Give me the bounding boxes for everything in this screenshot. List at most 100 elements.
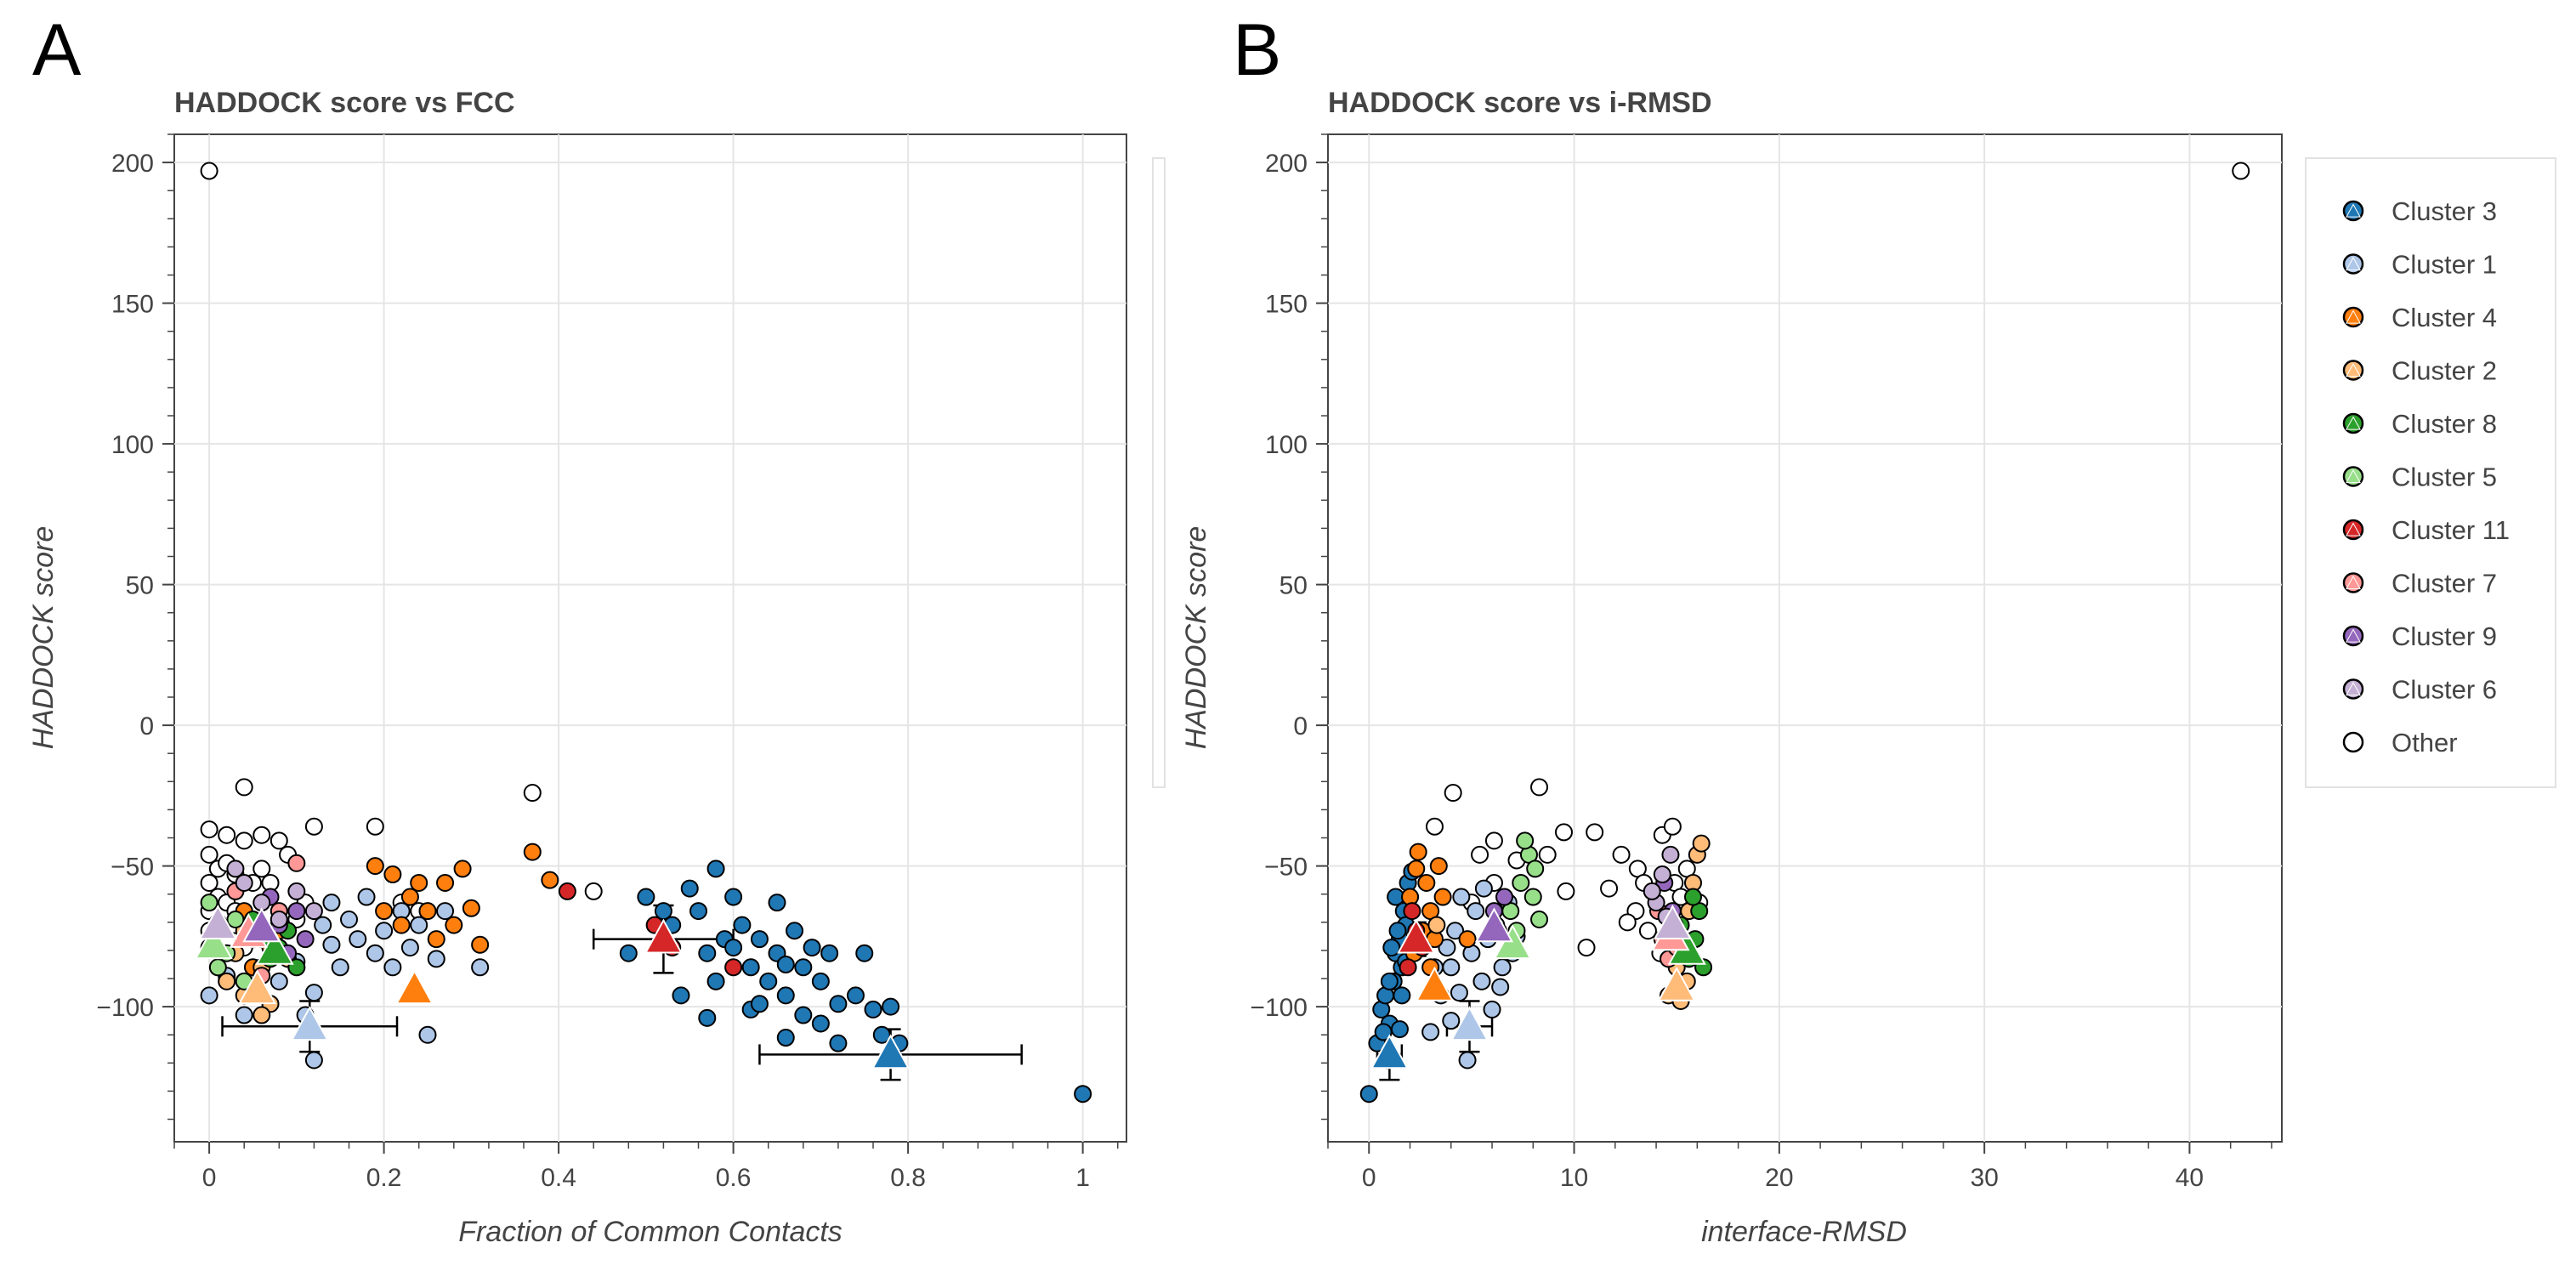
point-cluster-3 bbox=[1393, 986, 1411, 1005]
point-cluster-5 bbox=[1516, 831, 1535, 850]
point-cluster-7 bbox=[287, 854, 306, 872]
point-other bbox=[1612, 845, 1631, 864]
point-cluster-1 bbox=[340, 911, 359, 929]
point-cluster-3 bbox=[829, 995, 848, 1013]
centroid-cluster-11 bbox=[1397, 918, 1436, 954]
point-cluster-4 bbox=[1407, 860, 1426, 878]
centroid-cluster-5 bbox=[194, 924, 233, 960]
point-cluster-3 bbox=[1382, 939, 1401, 957]
legend-label: Cluster 4 bbox=[2392, 303, 2497, 332]
point-other bbox=[270, 831, 288, 850]
x-tick-label: 1 bbox=[1075, 1164, 1090, 1192]
legend-marker-triangle bbox=[2346, 468, 2361, 484]
y-tick-label: 0 bbox=[1293, 712, 1308, 740]
point-other bbox=[1484, 831, 1503, 850]
point-cluster-1 bbox=[471, 958, 490, 977]
point-cluster-3 bbox=[619, 944, 638, 962]
point-cluster-6 bbox=[226, 860, 245, 878]
point-cluster-1 bbox=[1442, 958, 1461, 977]
point-cluster-2 bbox=[1692, 834, 1711, 853]
legend-item-cluster-7: Cluster 7 bbox=[2342, 569, 2497, 599]
point-cluster-4 bbox=[427, 930, 445, 949]
point-cluster-3 bbox=[750, 995, 769, 1013]
point-cluster-1 bbox=[1491, 978, 1510, 996]
point-cluster-1 bbox=[418, 1025, 437, 1044]
point-cluster-3 bbox=[846, 986, 865, 1005]
point-cluster-3 bbox=[768, 894, 786, 912]
point-other bbox=[1557, 882, 1575, 900]
point-cluster-3 bbox=[776, 986, 795, 1005]
point-cluster-3 bbox=[855, 944, 874, 962]
legend-label: Cluster 11 bbox=[2392, 515, 2510, 545]
point-cluster-1 bbox=[1474, 879, 1493, 898]
x-tick-label: 40 bbox=[2176, 1164, 2204, 1192]
point-other bbox=[200, 162, 218, 180]
centroids-b bbox=[1370, 905, 1706, 1070]
point-cluster-1 bbox=[366, 944, 384, 962]
legend-label: Cluster 9 bbox=[2392, 621, 2497, 651]
centroid-cluster-3 bbox=[1370, 1034, 1409, 1070]
legend-marker-triangle bbox=[2346, 309, 2361, 324]
point-cluster-6 bbox=[1661, 845, 1680, 864]
point-other bbox=[235, 778, 253, 797]
x-tick-label: 0.8 bbox=[890, 1164, 926, 1192]
point-cluster-3 bbox=[776, 1029, 795, 1047]
point-other bbox=[1530, 778, 1549, 797]
legend-item-other: Other bbox=[2342, 728, 2458, 757]
point-cluster-3 bbox=[706, 972, 725, 990]
y-axis-label-b: HADDOCK score bbox=[1180, 526, 1212, 750]
legend-item-cluster-8: Cluster 8 bbox=[2342, 409, 2497, 439]
point-cluster-5 bbox=[200, 894, 218, 912]
point-cluster-3 bbox=[637, 888, 655, 906]
x-tick-label: 0.2 bbox=[366, 1164, 402, 1192]
panel-label-b: B bbox=[1233, 9, 1281, 91]
point-cluster-4 bbox=[1458, 930, 1477, 949]
panel-label-a: A bbox=[32, 9, 82, 91]
legend-item-cluster-11: Cluster 11 bbox=[2342, 515, 2510, 545]
point-cluster-3 bbox=[794, 1006, 813, 1024]
point-cluster-9 bbox=[1495, 888, 1514, 906]
y-tick-label: 200 bbox=[1265, 150, 1308, 178]
point-cluster-1 bbox=[427, 950, 445, 968]
panel-a: A HADDOCK score vs FCC 0 0.2 0.4 0.6 0.8 1 −1… bbox=[27, 9, 1166, 1248]
centroid-cluster-1 bbox=[290, 1006, 329, 1041]
y-axis-label-a: HADDOCK score bbox=[27, 526, 60, 750]
centroid-cluster-2 bbox=[238, 969, 277, 1005]
y-tick-label: 50 bbox=[126, 572, 154, 600]
point-cluster-1 bbox=[331, 958, 349, 977]
x-axis-label-b: interface-RMSD bbox=[1701, 1216, 1907, 1248]
point-cluster-1 bbox=[1493, 958, 1512, 977]
point-cluster-4 bbox=[1409, 843, 1427, 861]
point-cluster-1 bbox=[304, 1051, 323, 1070]
point-cluster-1 bbox=[1458, 1051, 1477, 1070]
point-cluster-3 bbox=[820, 944, 839, 962]
point-other bbox=[218, 826, 236, 844]
legend-label: Other bbox=[2392, 728, 2458, 757]
point-cluster-1 bbox=[357, 888, 376, 906]
point-cluster-3 bbox=[698, 1008, 717, 1027]
point-other bbox=[1663, 817, 1682, 836]
legend-item-cluster-2: Cluster 2 bbox=[2342, 356, 2497, 386]
y-tick-label: 50 bbox=[1279, 572, 1308, 600]
grid-a bbox=[174, 134, 1126, 1142]
point-other bbox=[1586, 823, 1604, 842]
point-other bbox=[584, 882, 603, 900]
point-cluster-4 bbox=[1433, 888, 1452, 906]
point-cluster-1 bbox=[410, 916, 428, 934]
y-tick-label: 150 bbox=[111, 291, 154, 319]
legend-label: Cluster 8 bbox=[2392, 409, 2497, 439]
x-tick-label: 0 bbox=[202, 1164, 217, 1192]
point-cluster-6 bbox=[270, 911, 288, 929]
legend-a-clipped bbox=[1152, 157, 1166, 788]
x-tick-label: 10 bbox=[1560, 1164, 1588, 1192]
point-cluster-2 bbox=[1427, 916, 1446, 934]
point-cluster-1 bbox=[322, 894, 341, 912]
chart-b-title: HADDOCK score vs i-RMSD bbox=[1328, 87, 1712, 119]
point-cluster-1 bbox=[235, 1006, 253, 1024]
legend-label: Cluster 3 bbox=[2392, 196, 2497, 226]
centroid-cluster-2 bbox=[1657, 966, 1696, 1001]
point-cluster-4 bbox=[400, 888, 419, 906]
plot-area-b bbox=[1327, 133, 2283, 1143]
point-cluster-4 bbox=[462, 899, 480, 917]
